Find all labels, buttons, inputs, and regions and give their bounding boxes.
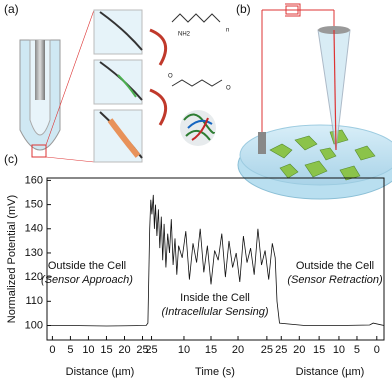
- annotation: Outside the Cell: [48, 260, 126, 272]
- x-tick-label: 25: [275, 344, 287, 356]
- circuit: [261, 3, 335, 135]
- x-tick-label: 15: [100, 344, 112, 356]
- molecule-label: n: [226, 28, 229, 34]
- x-tick-label: 10: [82, 344, 94, 356]
- x-tick-label: 20: [118, 344, 130, 356]
- zoom-box: [31, 144, 47, 158]
- x-tick-label: 0: [374, 344, 380, 356]
- resistor: [285, 5, 299, 15]
- x-tick-label: 25: [136, 344, 148, 356]
- molecule-label: NH2: [178, 32, 191, 38]
- y-axis-label: Normalized Potential (mV): [6, 195, 18, 323]
- x-axis-label: Distance (µm): [296, 366, 365, 378]
- x-tick-label: 0: [49, 344, 55, 356]
- panel-b: (b): [236, 2, 392, 200]
- molecule-label: O: [168, 74, 173, 80]
- x-tick-label: 15: [205, 344, 217, 356]
- x-tick-label: 10: [333, 344, 345, 356]
- y-tick-label: 140: [25, 223, 43, 235]
- panel-label: (a): [4, 2, 19, 16]
- x-tick-label: 20: [293, 344, 305, 356]
- protein: [180, 110, 216, 146]
- reference-electrode: [258, 132, 266, 154]
- arrow: [149, 28, 168, 126]
- electrode: [35, 40, 45, 100]
- panel-label: (b): [236, 2, 251, 16]
- plot-frame: [46, 177, 385, 341]
- x-tick-label: 5: [354, 344, 360, 356]
- y-tick-label: 110: [25, 295, 43, 307]
- annotation: (Sensor Retraction): [287, 274, 383, 286]
- probe: [333, 29, 337, 151]
- x-axis-label: Distance (µm): [66, 366, 135, 378]
- x-tick-label: 5: [67, 344, 73, 356]
- molecule: [171, 79, 223, 87]
- x-axis-label: Time (s): [195, 366, 235, 378]
- x-tick-label: 25: [261, 344, 273, 356]
- panel-label: (c): [4, 152, 18, 166]
- data-line: [47, 194, 385, 327]
- x-tick-label: 25: [145, 344, 157, 356]
- annotation: (Intracellular Sensing): [162, 306, 269, 318]
- x-tick-label: 15: [313, 344, 325, 356]
- annotation: Outside the Cell: [296, 260, 374, 272]
- y-tick-label: 160: [25, 174, 43, 186]
- zoom-line: [45, 9, 95, 163]
- y-tick-label: 150: [25, 199, 43, 211]
- annotation: (Sensor Approach): [41, 274, 133, 286]
- zoom-panels: [93, 9, 143, 163]
- x-tick-label: 20: [232, 344, 244, 356]
- x-tick-label: 10: [178, 344, 190, 356]
- annotation: Inside the Cell: [180, 292, 250, 304]
- y-tick-label: 100: [25, 319, 43, 331]
- y-tick-label: 120: [25, 271, 43, 283]
- molecule: [171, 13, 221, 23]
- cells: [269, 129, 376, 181]
- panel-a: (a) NH2 n O O: [4, 2, 231, 163]
- molecule-label: O: [226, 86, 231, 92]
- y-tick-label: 130: [25, 247, 43, 259]
